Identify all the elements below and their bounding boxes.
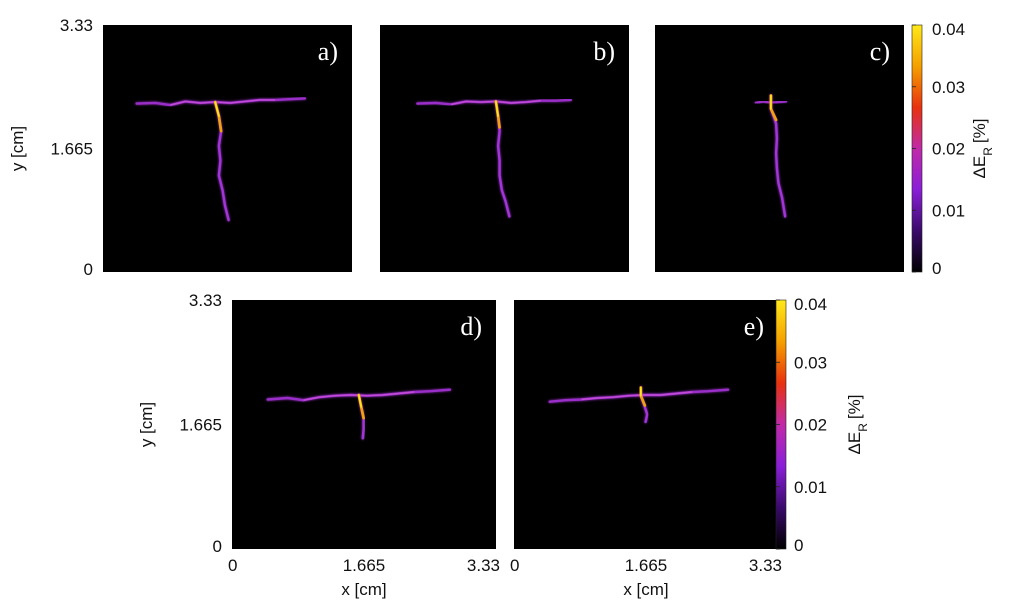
crack-horizontal-core bbox=[581, 391, 693, 401]
x-tick-label: 0 bbox=[510, 556, 519, 575]
panel-b: b) bbox=[380, 25, 629, 272]
y-tick-label: 0 bbox=[84, 260, 93, 279]
crack-peak-segment bbox=[214, 101, 220, 117]
colorbar-tick-label: 0.04 bbox=[932, 20, 965, 39]
x-tick-label: 3.33 bbox=[467, 556, 500, 575]
panel-d: d) 0 1.665 3.33 y [cm] 0 1.665 3.33 x [cm] bbox=[137, 291, 500, 599]
colorbar: 0 0.01 0.02 0.03 0.04 ΔER[%] bbox=[911, 20, 995, 278]
y-tick-label: 3.33 bbox=[189, 291, 222, 310]
y-axis-label: y [cm] bbox=[137, 402, 156, 447]
heatmap-background bbox=[514, 300, 778, 549]
crack-horizontal-core bbox=[170, 99, 275, 106]
panel-label: b) bbox=[593, 37, 615, 66]
x-tick-label: 1.665 bbox=[625, 556, 668, 575]
colorbar-label: ΔER[%] bbox=[845, 395, 870, 455]
colorbar-tick-label: 0.01 bbox=[932, 201, 965, 220]
panel-a: a) 0 1.665 3.33 y [cm] bbox=[8, 16, 352, 279]
crack-peak-segment bbox=[495, 100, 499, 117]
y-tick-label: 1.665 bbox=[50, 140, 93, 159]
colorbar-tick-label: 0.03 bbox=[794, 353, 827, 372]
panel-label: a) bbox=[318, 37, 338, 66]
colorbar-tick-label: 0 bbox=[794, 536, 803, 555]
x-axis-label: x [cm] bbox=[341, 580, 386, 599]
colorbar-tick-label: 0 bbox=[932, 259, 941, 278]
y-axis-label: y [cm] bbox=[8, 126, 27, 171]
panel-label: d) bbox=[460, 312, 482, 341]
y-tick-label: 1.665 bbox=[179, 416, 222, 435]
heatmap-background bbox=[655, 25, 904, 272]
y-tick-label: 3.33 bbox=[60, 16, 93, 35]
x-tick-label: 1.665 bbox=[343, 556, 386, 575]
colorbar-tick-label: 0.02 bbox=[932, 140, 965, 159]
colorbar-tick-label: 0.04 bbox=[794, 295, 827, 314]
x-tick-label: 0 bbox=[228, 556, 237, 575]
colorbar: 0 0.01 0.02 0.03 0.04 ΔER[%] bbox=[775, 295, 870, 555]
colorbar-tick-label: 0.03 bbox=[932, 78, 965, 97]
x-axis-label: x [cm] bbox=[623, 580, 668, 599]
x-tick-label: 3.33 bbox=[749, 556, 782, 575]
colorbar-label: ΔER[%] bbox=[970, 119, 995, 179]
heatmap-background bbox=[103, 25, 352, 272]
panel-label: e) bbox=[744, 312, 764, 341]
panel-e: e) 0 1.665 3.33 x [cm] bbox=[510, 300, 782, 599]
crack-peak-segment bbox=[358, 394, 362, 408]
panel-c: c) bbox=[655, 25, 904, 272]
colorbar-tick-label: 0.01 bbox=[794, 478, 827, 497]
panel-label: c) bbox=[870, 37, 890, 66]
y-tick-label: 0 bbox=[213, 537, 222, 556]
heatmap-background bbox=[380, 25, 629, 272]
colorbar-tick-label: 0.02 bbox=[794, 416, 827, 435]
